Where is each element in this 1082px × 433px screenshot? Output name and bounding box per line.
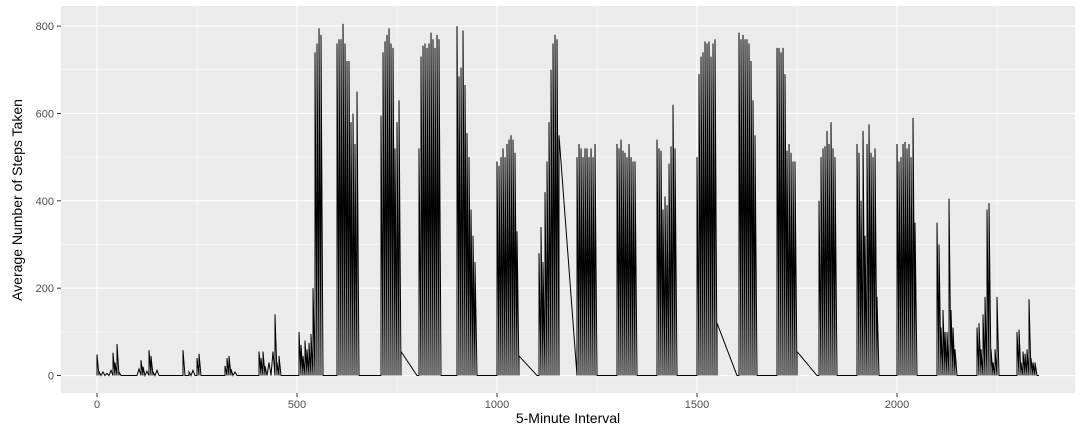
grid-minor <box>61 6 1075 393</box>
x-tick-label: 0 <box>94 399 100 411</box>
y-tick-label: 800 <box>36 21 54 33</box>
y-axis-title: Average Number of Steps Taken <box>9 99 25 301</box>
y-tick-label: 0 <box>48 371 54 383</box>
x-tick-label: 2000 <box>885 399 909 411</box>
x-tick-label: 1000 <box>485 399 509 411</box>
y-tick-label: 400 <box>36 196 54 208</box>
series-layer <box>96 23 1039 378</box>
y-tick-label: 600 <box>36 108 54 120</box>
y-tick-label: 200 <box>36 283 54 295</box>
series-line <box>96 23 1039 378</box>
plot-panel <box>61 6 1075 393</box>
x-tick-label: 500 <box>288 399 306 411</box>
y-axis-ticks: 0 200 400 600 800 <box>36 21 61 383</box>
x-axis-title: 5-Minute Interval <box>516 410 620 426</box>
x-tick-label: 1500 <box>685 399 709 411</box>
x-axis-ticks: 0 500 1000 1500 2000 <box>94 393 909 411</box>
